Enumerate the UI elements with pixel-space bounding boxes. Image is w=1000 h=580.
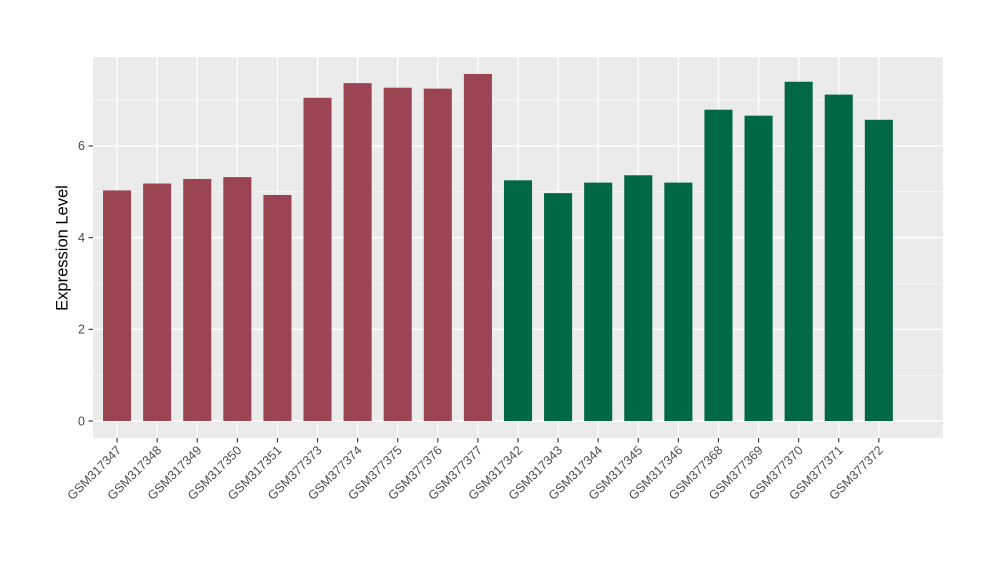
bar-GSM377375 — [383, 87, 412, 421]
bar-GSM317346 — [664, 182, 693, 421]
bar-GSM377369 — [744, 115, 773, 421]
bar-GSM377370 — [784, 81, 813, 421]
bar-GSM317348 — [143, 183, 172, 421]
bar-GSM317350 — [223, 177, 252, 421]
bar-GSM377371 — [824, 94, 853, 421]
y-tick-label: 0 — [78, 414, 85, 428]
bar-GSM317343 — [544, 193, 573, 421]
y-tick-label: 6 — [78, 139, 85, 153]
bar-GSM377376 — [423, 88, 452, 422]
bar-GSM317345 — [624, 175, 653, 421]
bar-GSM377374 — [343, 83, 372, 421]
bar-GSM377368 — [704, 109, 733, 422]
bar-GSM317347 — [103, 190, 132, 421]
bar-GSM377372 — [864, 119, 893, 422]
y-tick-label: 4 — [78, 231, 85, 245]
bar-GSM317342 — [503, 180, 533, 421]
bar-GSM377373 — [303, 97, 332, 421]
bar-GSM317351 — [263, 194, 292, 421]
bar-GSM317349 — [183, 178, 212, 421]
y-tick-label: 2 — [78, 323, 85, 337]
y-axis-title: Expression Level — [53, 185, 72, 311]
bar-GSM317344 — [584, 182, 613, 421]
bar-GSM377377 — [463, 73, 492, 421]
